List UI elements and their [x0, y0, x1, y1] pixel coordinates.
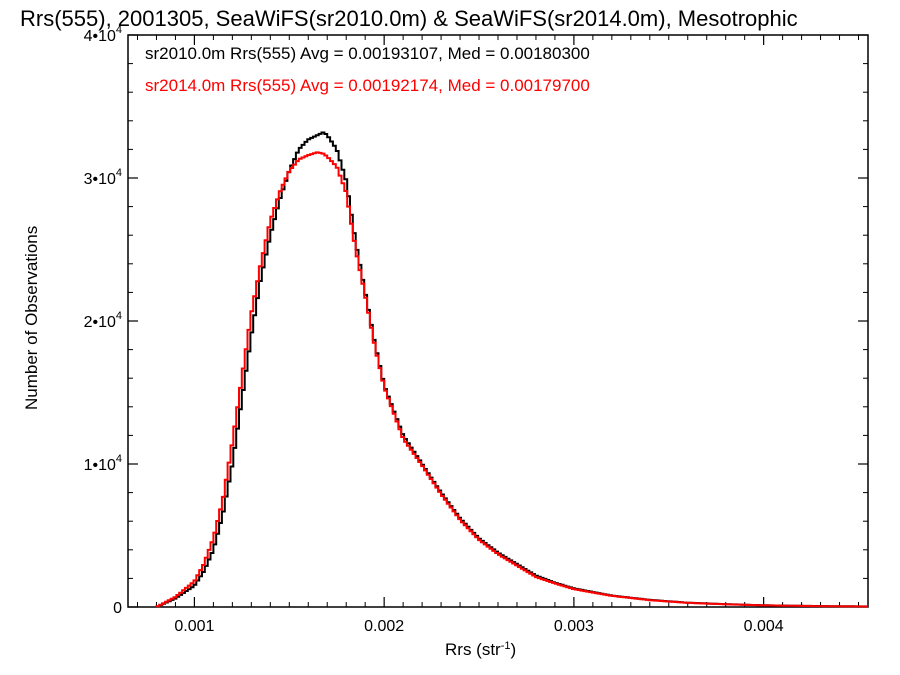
x-tick-label: 0.004 [744, 618, 784, 635]
legend-entry-sr2014: sr2014.0m Rrs(555) Avg = 0.00192174, Med… [145, 76, 590, 95]
x-axis-label: Rrs (str-1) [445, 640, 516, 660]
plot-frame [127, 34, 869, 608]
x-axis-label-text: Rrs (str [445, 640, 501, 659]
chart-title: Rrs(555), 2001305, SeaWiFS(sr2010.0m) & … [20, 6, 798, 31]
x-axis-label-close: ) [510, 640, 517, 659]
x-tick-label: 0.002 [364, 618, 404, 635]
x-axis-label-exponent: -1 [500, 640, 511, 652]
series-line-1 [155, 151, 868, 608]
y-tick-label: 4•104 [84, 24, 122, 45]
y-tick-label: 3•104 [84, 167, 122, 188]
series-line-0 [155, 131, 868, 608]
tick-marks [128, 34, 868, 608]
y-tick-label: 2•104 [84, 310, 122, 331]
x-tick-labels: 0.001 0.002 0.003 0.004 [174, 618, 783, 635]
legend-entry-sr2010: sr2010.0m Rrs(555) Avg = 0.00193107, Med… [145, 44, 590, 63]
x-tick-label: 0.003 [554, 618, 594, 635]
y-tick-label: 1•104 [84, 453, 122, 474]
y-tick-labels: 0 1•104 2•104 3•104 4•104 [84, 24, 123, 617]
series-lines [155, 131, 868, 608]
y-tick-label: 0 [113, 600, 122, 617]
x-tick-label: 0.001 [174, 618, 214, 635]
y-axis-label: Number of Observations [22, 225, 41, 410]
